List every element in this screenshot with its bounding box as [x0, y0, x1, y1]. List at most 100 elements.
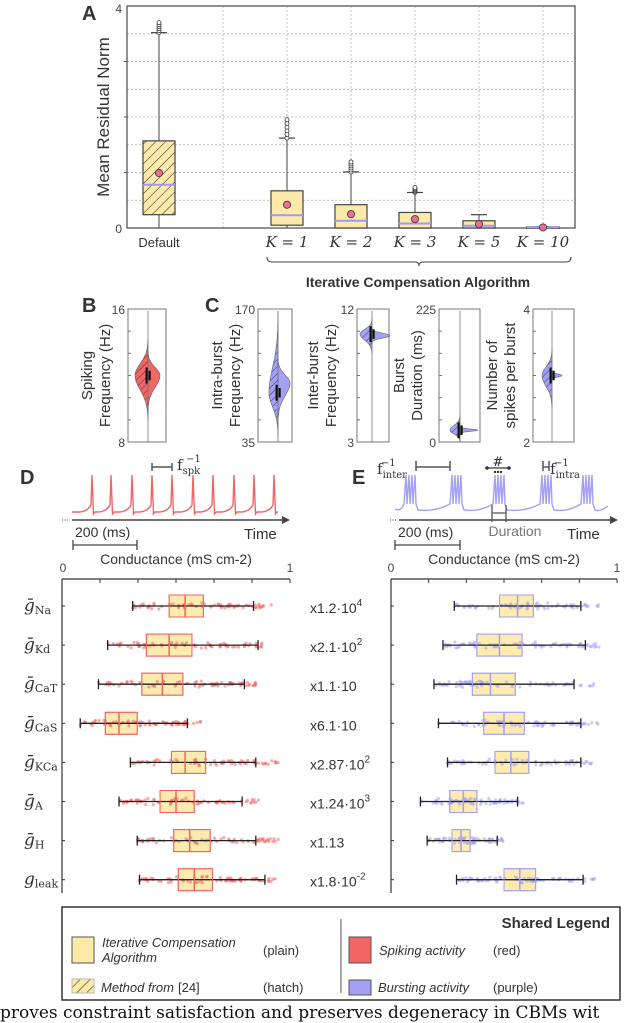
violin-ytick-bottom: 2: [523, 436, 530, 450]
cond-e-xtick-1: 1: [614, 561, 621, 575]
sample-point: [223, 684, 227, 688]
sample-point: [488, 802, 492, 806]
sample-point: [141, 602, 145, 606]
sample-point: [580, 645, 584, 649]
scale-factor: x1.24·103: [310, 794, 370, 812]
sample-point: [578, 683, 582, 688]
caption-fragment: proves constraint satisfaction and prese…: [0, 1003, 600, 1023]
sample-point: [152, 797, 156, 801]
violin-half-hatch: [541, 348, 553, 410]
sample-point: [178, 680, 182, 684]
scale-bar: [394, 540, 461, 550]
count-end-dot: [507, 466, 511, 470]
sample-point: [510, 758, 515, 762]
sample-point: [520, 881, 524, 885]
sample-point: [510, 723, 514, 727]
count-end-dot: [485, 466, 489, 470]
violin-iqr-bar: [457, 422, 460, 439]
legend-swatch-method: [71, 978, 95, 994]
inter-period-label: finter−1: [377, 458, 407, 481]
sample-point: [143, 723, 147, 727]
sample-point: [195, 720, 199, 725]
sample-point: [244, 800, 248, 804]
box-outline: [494, 750, 530, 774]
sample-point: [510, 684, 514, 689]
sample-point: [487, 840, 491, 844]
sample-point: [437, 837, 441, 841]
mean-marker: [346, 210, 355, 219]
sample-point: [576, 723, 581, 727]
sample-point: [152, 763, 156, 767]
violin-iqr-bar: [552, 370, 555, 381]
conductance-label-cat: ḡCaT: [24, 674, 58, 695]
outlier: [156, 20, 162, 26]
sample-point: [257, 604, 261, 608]
sample-point: [495, 880, 499, 884]
sample-point: [192, 721, 196, 726]
panel-a-boxplot: Default K = 1 K = 2 K = 3 K = 5 K = 10: [124, 5, 576, 267]
sample-point: [473, 641, 477, 645]
sample-point: [490, 606, 494, 611]
sample-point: [155, 679, 159, 684]
sample-point: [591, 683, 595, 688]
scale-factor: x1.8·10-2: [310, 872, 366, 890]
sample-point: [271, 839, 275, 844]
sample-point: [111, 642, 115, 646]
conductance-label-kd: ḡKd: [24, 635, 50, 656]
sample-point: [260, 641, 264, 646]
sample-point: [266, 880, 271, 884]
sample-point: [533, 645, 538, 649]
panel-label-b: B: [82, 295, 96, 317]
sample-point: [479, 798, 483, 802]
sample-point: [194, 680, 199, 684]
conductance-label-h: ḡH: [24, 831, 44, 852]
spike-count-symbol: #: [493, 455, 504, 470]
sample-point: [483, 718, 487, 722]
sample-point: [498, 875, 502, 879]
violin-ytick-bottom: 3: [347, 436, 354, 450]
sample-point: [473, 606, 477, 610]
sample-point: [216, 602, 221, 606]
sample-point: [493, 798, 498, 802]
bursting-voltage-trace: [394, 474, 609, 512]
sample-point: [509, 602, 513, 606]
sample-point: [475, 685, 479, 689]
spiking-trace: [62, 463, 290, 550]
sample-point: [471, 837, 476, 841]
sample-point: [138, 680, 142, 685]
sample-point: [487, 757, 492, 761]
sample-point: [460, 685, 465, 689]
sample-point: [239, 879, 243, 883]
sample-point: [515, 757, 519, 762]
count-spike-dot: [496, 470, 500, 474]
sample-point: [157, 607, 161, 611]
sample-point: [264, 761, 268, 765]
sample-point: [184, 641, 189, 645]
legend-swatch-spiking: [348, 936, 372, 964]
sample-point: [525, 879, 529, 883]
sample-point: [487, 837, 492, 841]
violin-ylabel: Inter-burst: [305, 340, 322, 409]
sample-point: [188, 880, 193, 884]
mean-marker: [474, 220, 483, 229]
sample-point: [135, 801, 139, 805]
legend-swatch-bursting: [348, 979, 372, 996]
sample-point: [222, 641, 226, 645]
sample-point: [444, 836, 448, 840]
sample-point: [253, 681, 258, 685]
sample-point: [588, 644, 592, 649]
time-axis-arrow: [282, 516, 290, 524]
sample-point: [233, 879, 238, 883]
outlier: [284, 117, 290, 123]
sample-point: [252, 798, 256, 802]
sample-point: [521, 758, 525, 763]
sample-point: [117, 684, 121, 688]
sample-point: [234, 840, 239, 845]
sample-point: [518, 640, 522, 644]
sample-point: [254, 606, 258, 610]
violin-ytick-top: 16: [112, 303, 126, 317]
sample-point: [193, 758, 197, 762]
sample-point: [431, 801, 435, 805]
legend-note-spiking: (red): [493, 943, 520, 958]
legend-label-method: Method from [24]: [101, 980, 200, 995]
